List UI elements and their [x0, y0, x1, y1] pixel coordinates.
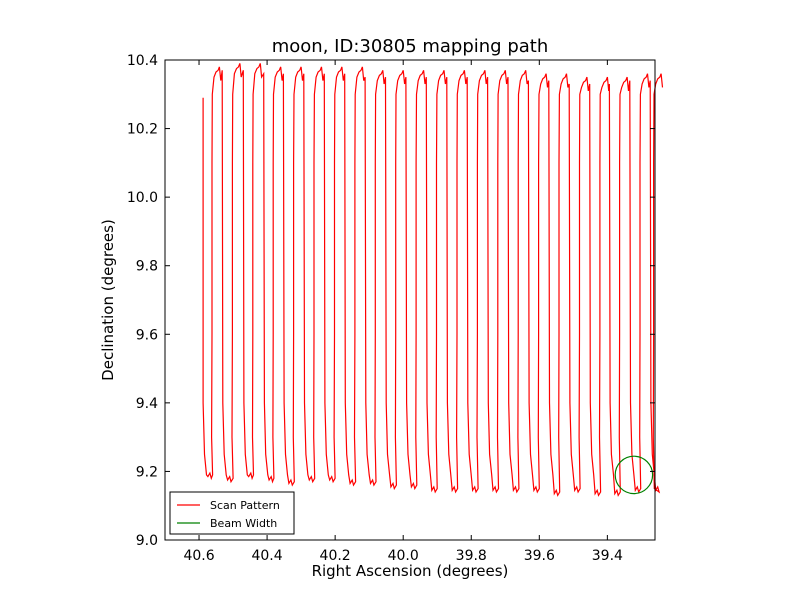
- x-tick-label: 40.0: [388, 548, 419, 564]
- legend-label-scan-pattern: Scan Pattern: [210, 499, 280, 512]
- y-tick-label: 9.6: [136, 327, 158, 343]
- x-tick-label: 39.8: [456, 548, 487, 564]
- y-axis-label: Declination (degrees): [99, 219, 117, 381]
- plot-area: [165, 60, 655, 540]
- scan-pattern-line: [202, 63, 664, 497]
- beam-width-layer: [614, 455, 654, 495]
- y-tick-label: 9.2: [136, 464, 158, 480]
- scan-pattern-layer: [202, 63, 664, 497]
- x-tick-label: 39.6: [524, 548, 555, 564]
- y-tick-label: 10.0: [127, 190, 158, 206]
- x-axis-ticks: 40.6 40.4 40.2 40.0 39.8 39.6 39.4: [183, 60, 623, 564]
- beam-width-circle: [614, 455, 654, 495]
- y-axis-ticks: 9.0 9.2 9.4 9.6 9.8 10.0 10.2 10.4: [127, 53, 655, 549]
- plot-frame: [164, 59, 656, 541]
- chart-title: moon, ID:30805 mapping path: [272, 36, 549, 57]
- y-tick-label: 10.4: [127, 53, 158, 69]
- y-tick-label: 10.2: [127, 122, 158, 138]
- y-tick-label: 9.4: [136, 396, 158, 412]
- x-tick-label: 40.4: [251, 548, 282, 564]
- y-tick-label: 9.8: [136, 259, 158, 275]
- x-tick-label: 39.4: [592, 548, 623, 564]
- legend: Scan Pattern Beam Width: [169, 491, 295, 535]
- legend-box: [169, 491, 295, 535]
- x-tick-label: 40.2: [320, 548, 351, 564]
- legend-label-beam-width: Beam Width: [210, 517, 277, 530]
- y-tick-label: 9.0: [136, 533, 158, 549]
- x-tick-label: 40.6: [183, 548, 214, 564]
- x-axis-label: Right Ascension (degrees): [312, 562, 509, 580]
